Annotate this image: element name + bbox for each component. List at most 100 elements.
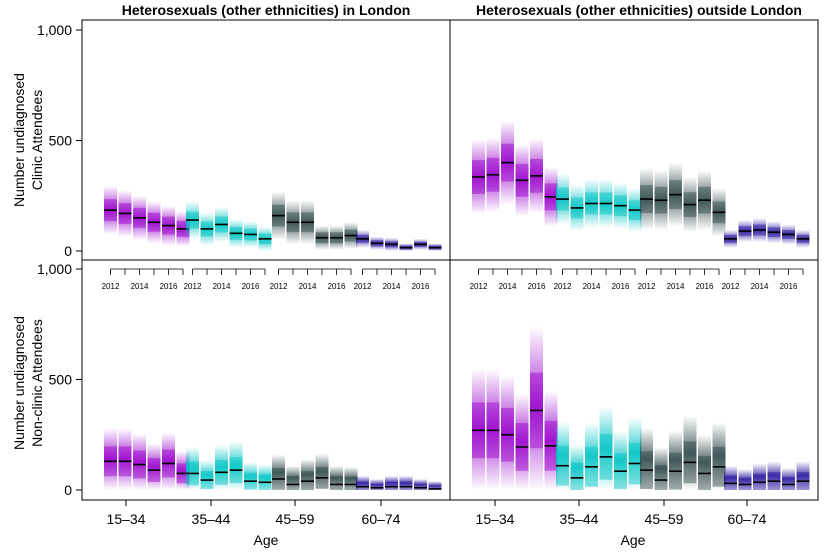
density-bar xyxy=(614,431,627,490)
y-axis-label-top-line2: Clinic Attendees xyxy=(29,90,45,190)
density-core xyxy=(385,481,398,490)
density-bar xyxy=(683,415,697,490)
density-bar xyxy=(414,478,427,490)
year-label: 2016 xyxy=(412,282,430,291)
year-label: 2014 xyxy=(299,282,317,291)
year-label: 2014 xyxy=(131,282,149,291)
x-tick-label: 15–34 xyxy=(107,511,146,527)
year-label: 2012 xyxy=(554,282,572,291)
density-bar xyxy=(698,434,711,490)
year-bracket: 2012 2014 2016 xyxy=(470,268,552,291)
density-bar xyxy=(104,428,117,490)
y-tick-label: 1,000 xyxy=(37,261,72,277)
density-bar xyxy=(215,444,228,490)
density-bar xyxy=(669,430,682,490)
year-label: 2016 xyxy=(528,282,546,291)
density-bar xyxy=(186,446,199,490)
density-bar xyxy=(258,464,272,490)
density-core xyxy=(570,462,584,490)
x-axis-labels: Age Age xyxy=(254,532,646,548)
year-label: 2012 xyxy=(102,282,120,291)
year-label: 2012 xyxy=(638,282,656,291)
density-core xyxy=(356,481,369,490)
density-bar xyxy=(486,368,500,490)
density-bar xyxy=(712,422,726,490)
density-bar xyxy=(628,417,642,490)
year-label: 2014 xyxy=(383,282,401,291)
y-tick-label: 0 xyxy=(64,243,72,259)
density-bar xyxy=(640,428,653,490)
density-bar xyxy=(472,368,485,490)
y-axis-label-bottom-line2: Non-clinic Attendees xyxy=(29,319,45,447)
year-label: 2014 xyxy=(499,282,517,291)
y-tick-label: 1,000 xyxy=(37,22,72,38)
x-tick-label: 35–44 xyxy=(192,511,231,527)
density-bar xyxy=(147,443,161,490)
year-label: 2012 xyxy=(184,282,202,291)
year-label: 2016 xyxy=(160,282,178,291)
density-bar xyxy=(753,463,766,490)
panel-0-1 xyxy=(449,19,819,261)
density-bar xyxy=(530,326,543,490)
panel-0-0 xyxy=(81,19,451,261)
x-tick-label: 60–74 xyxy=(362,511,401,527)
year-label: 2012 xyxy=(354,282,372,291)
density-bar xyxy=(767,461,781,490)
density-bar xyxy=(501,375,514,490)
density-bar xyxy=(118,428,132,490)
year-bracket: 2012 2014 2016 xyxy=(638,268,720,291)
year-label: 2016 xyxy=(696,282,714,291)
density-bar xyxy=(162,432,175,490)
x-tick-label: 45–59 xyxy=(276,511,315,527)
density-core xyxy=(330,476,343,490)
density-core xyxy=(414,483,427,490)
density-core xyxy=(782,477,795,490)
y-axis-label-bottom: Number undiagnosed Non-clinic Attendees xyxy=(11,316,45,450)
x-axis-label-left: Age xyxy=(254,532,279,548)
density-bar xyxy=(428,481,442,490)
year-label: 2014 xyxy=(213,282,231,291)
panel-1-1: 2012 2014 2016 2012 2014 2016 2012 2014 2016 2012… xyxy=(449,259,819,501)
density-bar xyxy=(599,406,613,490)
year-label: 2014 xyxy=(751,282,769,291)
density-bar xyxy=(570,444,584,490)
density-core xyxy=(370,483,384,490)
density-core xyxy=(654,465,668,490)
year-label: 2016 xyxy=(612,282,630,291)
panel-titles: Heterosexuals (other ethnicities) in Lon… xyxy=(122,2,802,18)
y-tick-label: 0 xyxy=(64,482,72,498)
year-label: 2012 xyxy=(470,282,488,291)
y-axis-label-top: Number undiagnosed Clinic Attendees xyxy=(11,73,45,207)
year-label: 2012 xyxy=(722,282,740,291)
density-bar xyxy=(544,390,558,490)
panel-border xyxy=(449,259,819,501)
year-label: 2014 xyxy=(583,282,601,291)
year-bracket: 2012 2014 2016 xyxy=(354,268,436,291)
y-axis-label-bottom-line1: Number undiagnosed xyxy=(11,316,27,450)
density-bar xyxy=(315,453,329,490)
density-bar xyxy=(133,433,146,490)
year-label: 2014 xyxy=(667,282,685,291)
density-bar xyxy=(301,459,314,490)
density-bar xyxy=(556,421,569,490)
density-core xyxy=(399,481,413,490)
density-core xyxy=(344,476,358,490)
density-bar xyxy=(244,462,257,490)
density-bar xyxy=(654,446,668,490)
density-bar xyxy=(370,478,384,490)
year-bracket: 2012 2014 2016 xyxy=(554,268,636,291)
year-bracket: 2012 2014 2016 xyxy=(184,268,266,291)
density-core xyxy=(428,485,442,490)
x-axis-label-right: Age xyxy=(621,532,646,548)
panel-title-left: Heterosexuals (other ethnicities) in Lon… xyxy=(122,2,411,18)
density-core xyxy=(286,476,300,490)
x-tick-label: 60–74 xyxy=(728,511,767,527)
year-bracket: 2012 2014 2016 xyxy=(722,268,804,291)
year-label: 2016 xyxy=(242,282,260,291)
density-bar xyxy=(272,454,285,490)
density-bar xyxy=(229,441,243,490)
year-label: 2016 xyxy=(780,282,798,291)
plot-layer: 2012 2014 2016 2012 2014 2016 2012 2014 2016 2012… xyxy=(37,19,819,527)
x-tick-label: 15–34 xyxy=(476,511,515,527)
